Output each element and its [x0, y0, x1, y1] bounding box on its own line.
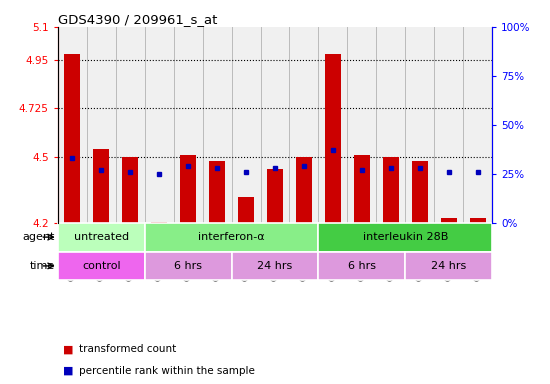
Bar: [296, 157, 312, 223]
Bar: [232, 252, 318, 280]
Text: time: time: [30, 261, 55, 271]
Bar: [405, 252, 492, 280]
Text: control: control: [82, 261, 120, 271]
Text: agent: agent: [23, 232, 55, 242]
Bar: [318, 223, 492, 252]
Text: transformed count: transformed count: [79, 344, 176, 354]
Bar: [441, 218, 456, 223]
Bar: [94, 149, 109, 223]
Text: 24 hrs: 24 hrs: [257, 261, 293, 271]
Bar: [238, 197, 254, 223]
Text: percentile rank within the sample: percentile rank within the sample: [79, 366, 255, 376]
Text: 6 hrs: 6 hrs: [174, 261, 202, 271]
Bar: [64, 54, 80, 223]
Bar: [122, 157, 138, 223]
Bar: [58, 252, 145, 280]
Bar: [318, 252, 405, 280]
Bar: [383, 157, 399, 223]
Bar: [180, 155, 196, 223]
Bar: [470, 218, 486, 223]
Bar: [325, 54, 341, 223]
Bar: [267, 169, 283, 223]
Text: ■: ■: [63, 366, 74, 376]
Bar: [412, 161, 428, 223]
Text: 6 hrs: 6 hrs: [348, 261, 376, 271]
Bar: [209, 161, 225, 223]
Text: interferon-α: interferon-α: [198, 232, 265, 242]
Bar: [151, 222, 167, 223]
Text: 24 hrs: 24 hrs: [431, 261, 466, 271]
Text: interleukin 28B: interleukin 28B: [362, 232, 448, 242]
Text: GDS4390 / 209961_s_at: GDS4390 / 209961_s_at: [58, 13, 217, 26]
Bar: [145, 223, 318, 252]
Text: untreated: untreated: [74, 232, 129, 242]
Text: ■: ■: [63, 344, 74, 354]
Bar: [58, 223, 145, 252]
Bar: [145, 252, 232, 280]
Bar: [354, 155, 370, 223]
